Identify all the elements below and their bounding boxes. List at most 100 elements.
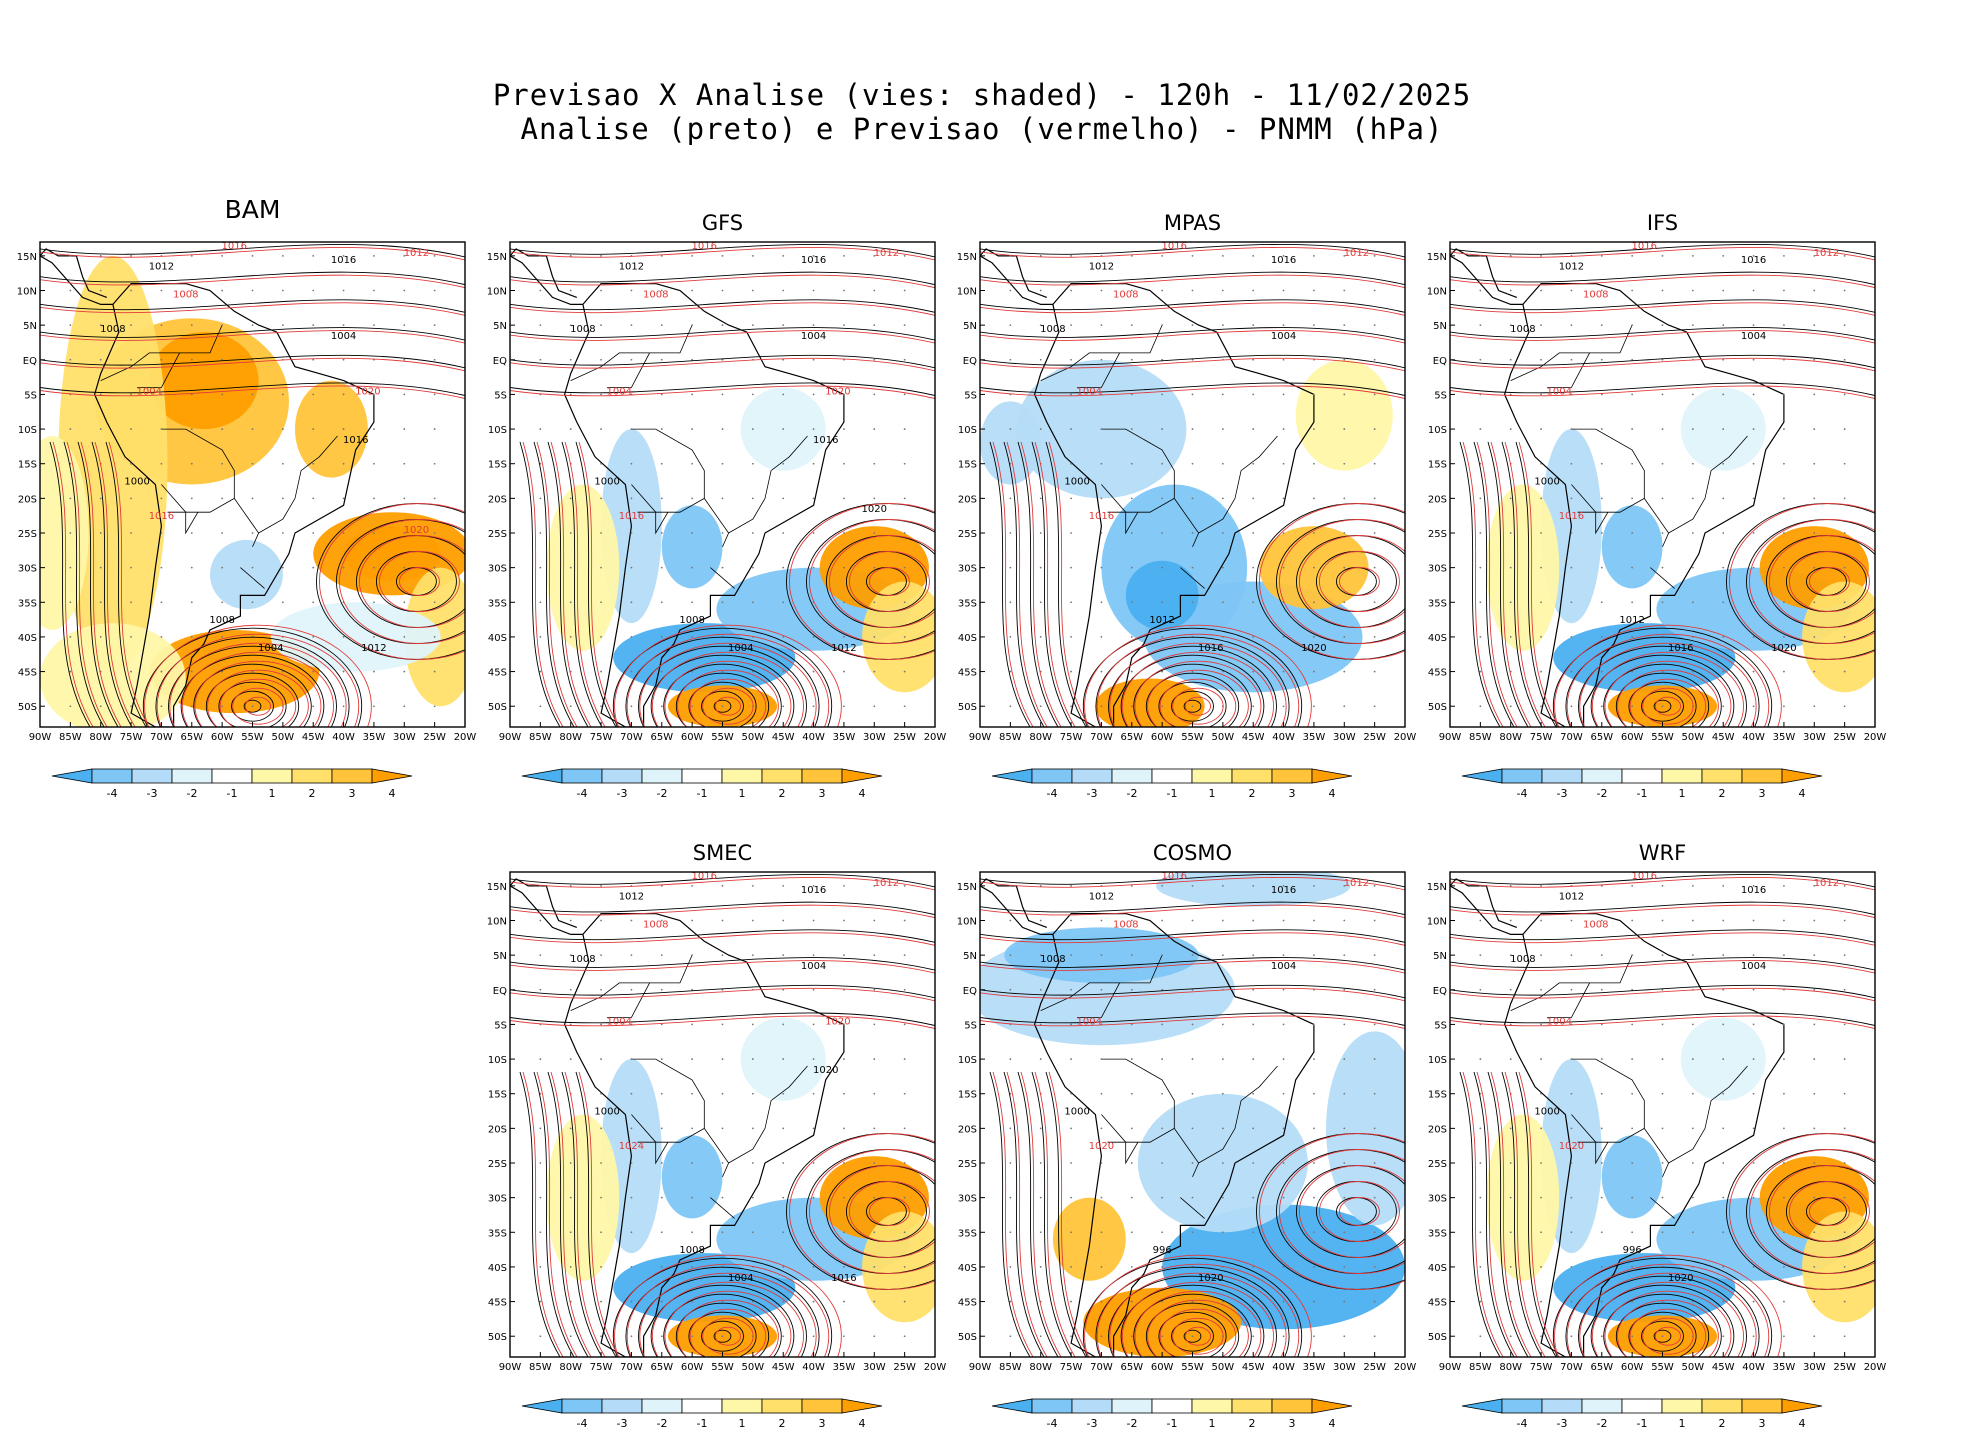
country-border bbox=[100, 352, 180, 381]
country-border bbox=[1577, 511, 1609, 535]
lon-tick-label: 60W bbox=[1621, 732, 1644, 743]
contour-label-forecast: 1020 bbox=[1559, 1141, 1584, 1152]
contour-label-analysis: 1000 bbox=[594, 477, 619, 488]
contour-label-analysis: 1016 bbox=[1741, 885, 1766, 896]
lat-tick-label: 10N bbox=[487, 917, 507, 928]
colorbar-label: -4 bbox=[107, 787, 118, 800]
country-border bbox=[258, 435, 338, 534]
colorbar-arrow-left bbox=[991, 768, 1033, 784]
colorbar-segment bbox=[681, 768, 723, 784]
lon-tick-label: 75W bbox=[120, 732, 143, 743]
country-border bbox=[637, 1141, 669, 1165]
contour-label-forecast: 1008 bbox=[1113, 289, 1138, 300]
lon-tick-label: 70W bbox=[1560, 732, 1583, 743]
lon-tick-label: 30W bbox=[1803, 1362, 1826, 1373]
colorbar-label: 1 bbox=[1679, 1417, 1686, 1430]
colorbar-segment bbox=[1701, 1398, 1743, 1414]
panel-map-svg: MPAS 1012 1016 1008 1004 1000 1012 1016 1020 1016… bbox=[957, 211, 1417, 800]
lat-tick-label: 10N bbox=[487, 287, 507, 298]
bias-shading bbox=[862, 1211, 935, 1323]
lon-tick-label: 55W bbox=[1181, 732, 1204, 743]
lon-tick-label: 75W bbox=[1530, 1362, 1553, 1373]
contour-label-analysis: 1016 bbox=[1271, 255, 1296, 266]
contour-label-analysis: 1008 bbox=[570, 954, 595, 965]
contour-label-analysis: 1016 bbox=[1271, 885, 1296, 896]
country-border bbox=[240, 567, 265, 589]
colorbar-segment bbox=[721, 1398, 763, 1414]
panel-title: WRF bbox=[1639, 841, 1686, 865]
lon-tick-label: 90W bbox=[969, 1362, 992, 1373]
contour-label-forecast: 1008 bbox=[1113, 919, 1138, 930]
contour-label-analysis: 1004 bbox=[728, 1273, 753, 1284]
colorbar-arrow-left bbox=[991, 1398, 1033, 1414]
lon-tick-label: 35W bbox=[1773, 1362, 1796, 1373]
panel-map-svg: IFS 1012 1016 1008 1004 1000 1012 1016 1020 1016 1… bbox=[1427, 211, 1887, 800]
bias-shading bbox=[210, 539, 283, 610]
colorbar-label: 3 bbox=[1289, 787, 1296, 800]
lon-tick-label: 40W bbox=[802, 1362, 825, 1373]
colorbar-label: -1 bbox=[1167, 787, 1178, 800]
country-border bbox=[1040, 352, 1120, 381]
country-border bbox=[1650, 567, 1675, 589]
lon-tick-label: 45W bbox=[772, 1362, 795, 1373]
colorbar-segment bbox=[1031, 768, 1073, 784]
lat-tick-label: 20S bbox=[18, 494, 37, 505]
country-border bbox=[728, 435, 808, 534]
lon-tick-label: 45W bbox=[1712, 732, 1735, 743]
colorbar-segment bbox=[761, 768, 803, 784]
lon-tick-label: 70W bbox=[1090, 732, 1113, 743]
colorbar-segment bbox=[561, 768, 603, 784]
colorbar-label: 1 bbox=[269, 787, 276, 800]
contour-label-analysis: 1016 bbox=[801, 885, 826, 896]
lon-tick-label: 50W bbox=[1682, 1362, 1705, 1373]
colorbar-label: 2 bbox=[309, 787, 316, 800]
lon-tick-label: 65W bbox=[1120, 732, 1143, 743]
colorbar-segment bbox=[251, 768, 293, 784]
lat-tick-label: 45S bbox=[18, 668, 37, 679]
lon-tick-label: 75W bbox=[1060, 732, 1083, 743]
coastline bbox=[93, 282, 375, 727]
country-border bbox=[167, 511, 199, 535]
lon-tick-label: 70W bbox=[1560, 1362, 1583, 1373]
lat-tick-label: 45S bbox=[1428, 668, 1447, 679]
contour-label-analysis: 1004 bbox=[331, 331, 356, 342]
contour-label-analysis: 1004 bbox=[801, 961, 826, 972]
coastline bbox=[563, 282, 845, 727]
contour-label-forecast: 1012 bbox=[874, 878, 899, 889]
colorbar-segment bbox=[1071, 1398, 1113, 1414]
colorbar-label: 4 bbox=[859, 787, 866, 800]
lat-tick-label: 40S bbox=[18, 633, 37, 644]
lon-tick-label: 80W bbox=[1029, 1362, 1052, 1373]
lon-tick-label: 35W bbox=[363, 732, 386, 743]
lat-tick-label: 20S bbox=[958, 494, 977, 505]
colorbar-segment bbox=[1621, 1398, 1663, 1414]
lat-tick-label: 15S bbox=[1428, 460, 1447, 471]
colorbar-label: 3 bbox=[819, 787, 826, 800]
colorbar-label: -2 bbox=[187, 787, 198, 800]
lon-tick-label: 85W bbox=[999, 1362, 1022, 1373]
contour-label-forecast: 1016 bbox=[1559, 511, 1584, 522]
lon-tick-label: 25W bbox=[423, 732, 446, 743]
bias-shading bbox=[546, 1114, 620, 1281]
lat-tick-label: 5S bbox=[1434, 390, 1447, 401]
colorbar-segment bbox=[1741, 768, 1783, 784]
lon-tick-label: 20W bbox=[924, 1362, 947, 1373]
colorbar-label: 3 bbox=[1289, 1417, 1296, 1430]
lon-tick-label: 65W bbox=[650, 1362, 673, 1373]
contour-label-forecast: 1008 bbox=[643, 289, 668, 300]
colorbar-segment bbox=[1741, 1398, 1783, 1414]
contour-label-analysis: 1020 bbox=[813, 1065, 838, 1076]
country-border bbox=[1571, 1058, 1670, 1178]
lon-tick-label: 40W bbox=[332, 732, 355, 743]
lon-tick-label: 75W bbox=[590, 1362, 613, 1373]
country-border bbox=[570, 352, 650, 381]
lat-tick-label: 15S bbox=[488, 1090, 507, 1101]
colorbar-arrow-right bbox=[371, 768, 413, 784]
colorbar-label: -3 bbox=[1557, 787, 1568, 800]
lat-tick-label: 15S bbox=[958, 1090, 977, 1101]
lat-tick-label: 40S bbox=[1428, 1263, 1447, 1274]
panel-map-svg: SMEC 1012 1016 1008 1004 1000 1008 1004 1016 1020… bbox=[487, 841, 947, 1430]
lat-tick-label: EQ bbox=[1433, 356, 1447, 367]
colorbar-label: 1 bbox=[1679, 787, 1686, 800]
country-border bbox=[1571, 428, 1670, 548]
